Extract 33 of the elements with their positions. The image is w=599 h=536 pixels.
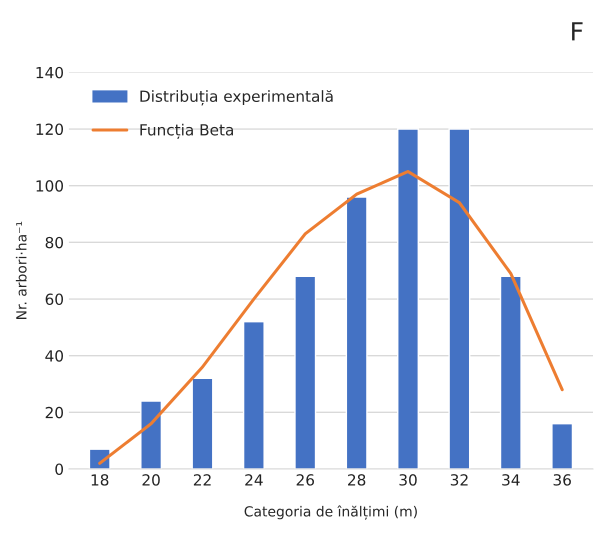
y-tick-label: 140 — [36, 66, 64, 78]
x-axis-title: Categoria de înălțimi (m) — [244, 505, 417, 520]
y-axis-title: Nr. arbori·ha⁻¹ — [16, 222, 27, 320]
x-tick-label: 18 — [92, 474, 108, 486]
y-tick-label: 80 — [46, 236, 64, 248]
legend-label: Funcția Beta — [140, 124, 233, 140]
bar — [500, 276, 522, 469]
x-tick-label: 24 — [245, 474, 263, 486]
y-tick-label: 100 — [36, 180, 64, 192]
y-tick-label: 60 — [46, 293, 64, 306]
x-tick-label: 22 — [194, 474, 211, 486]
bar — [551, 422, 574, 469]
x-tick-label: 36 — [554, 474, 571, 486]
y-tick-label: 20 — [46, 406, 64, 418]
line-series — [98, 170, 564, 465]
legend-label: Distribuția experimentală — [140, 90, 333, 106]
x-tick-label: 20 — [142, 474, 160, 486]
bar — [242, 320, 265, 469]
y-tick-label: 120 — [36, 123, 64, 136]
bar — [448, 128, 470, 469]
bar — [346, 196, 368, 469]
x-tick-label: 34 — [502, 474, 520, 486]
bar — [397, 128, 419, 469]
bar — [140, 400, 162, 469]
x-tick-label: 32 — [450, 474, 468, 486]
x-tick-label: 30 — [399, 474, 417, 486]
chart-title: F — [572, 22, 583, 40]
x-tick-label: 28 — [348, 474, 366, 486]
y-tick-label: 0 — [55, 463, 64, 476]
y-tick-label: 40 — [45, 350, 64, 362]
x-tick-label: 26 — [296, 474, 314, 486]
bar — [192, 378, 214, 469]
bar — [294, 276, 316, 469]
